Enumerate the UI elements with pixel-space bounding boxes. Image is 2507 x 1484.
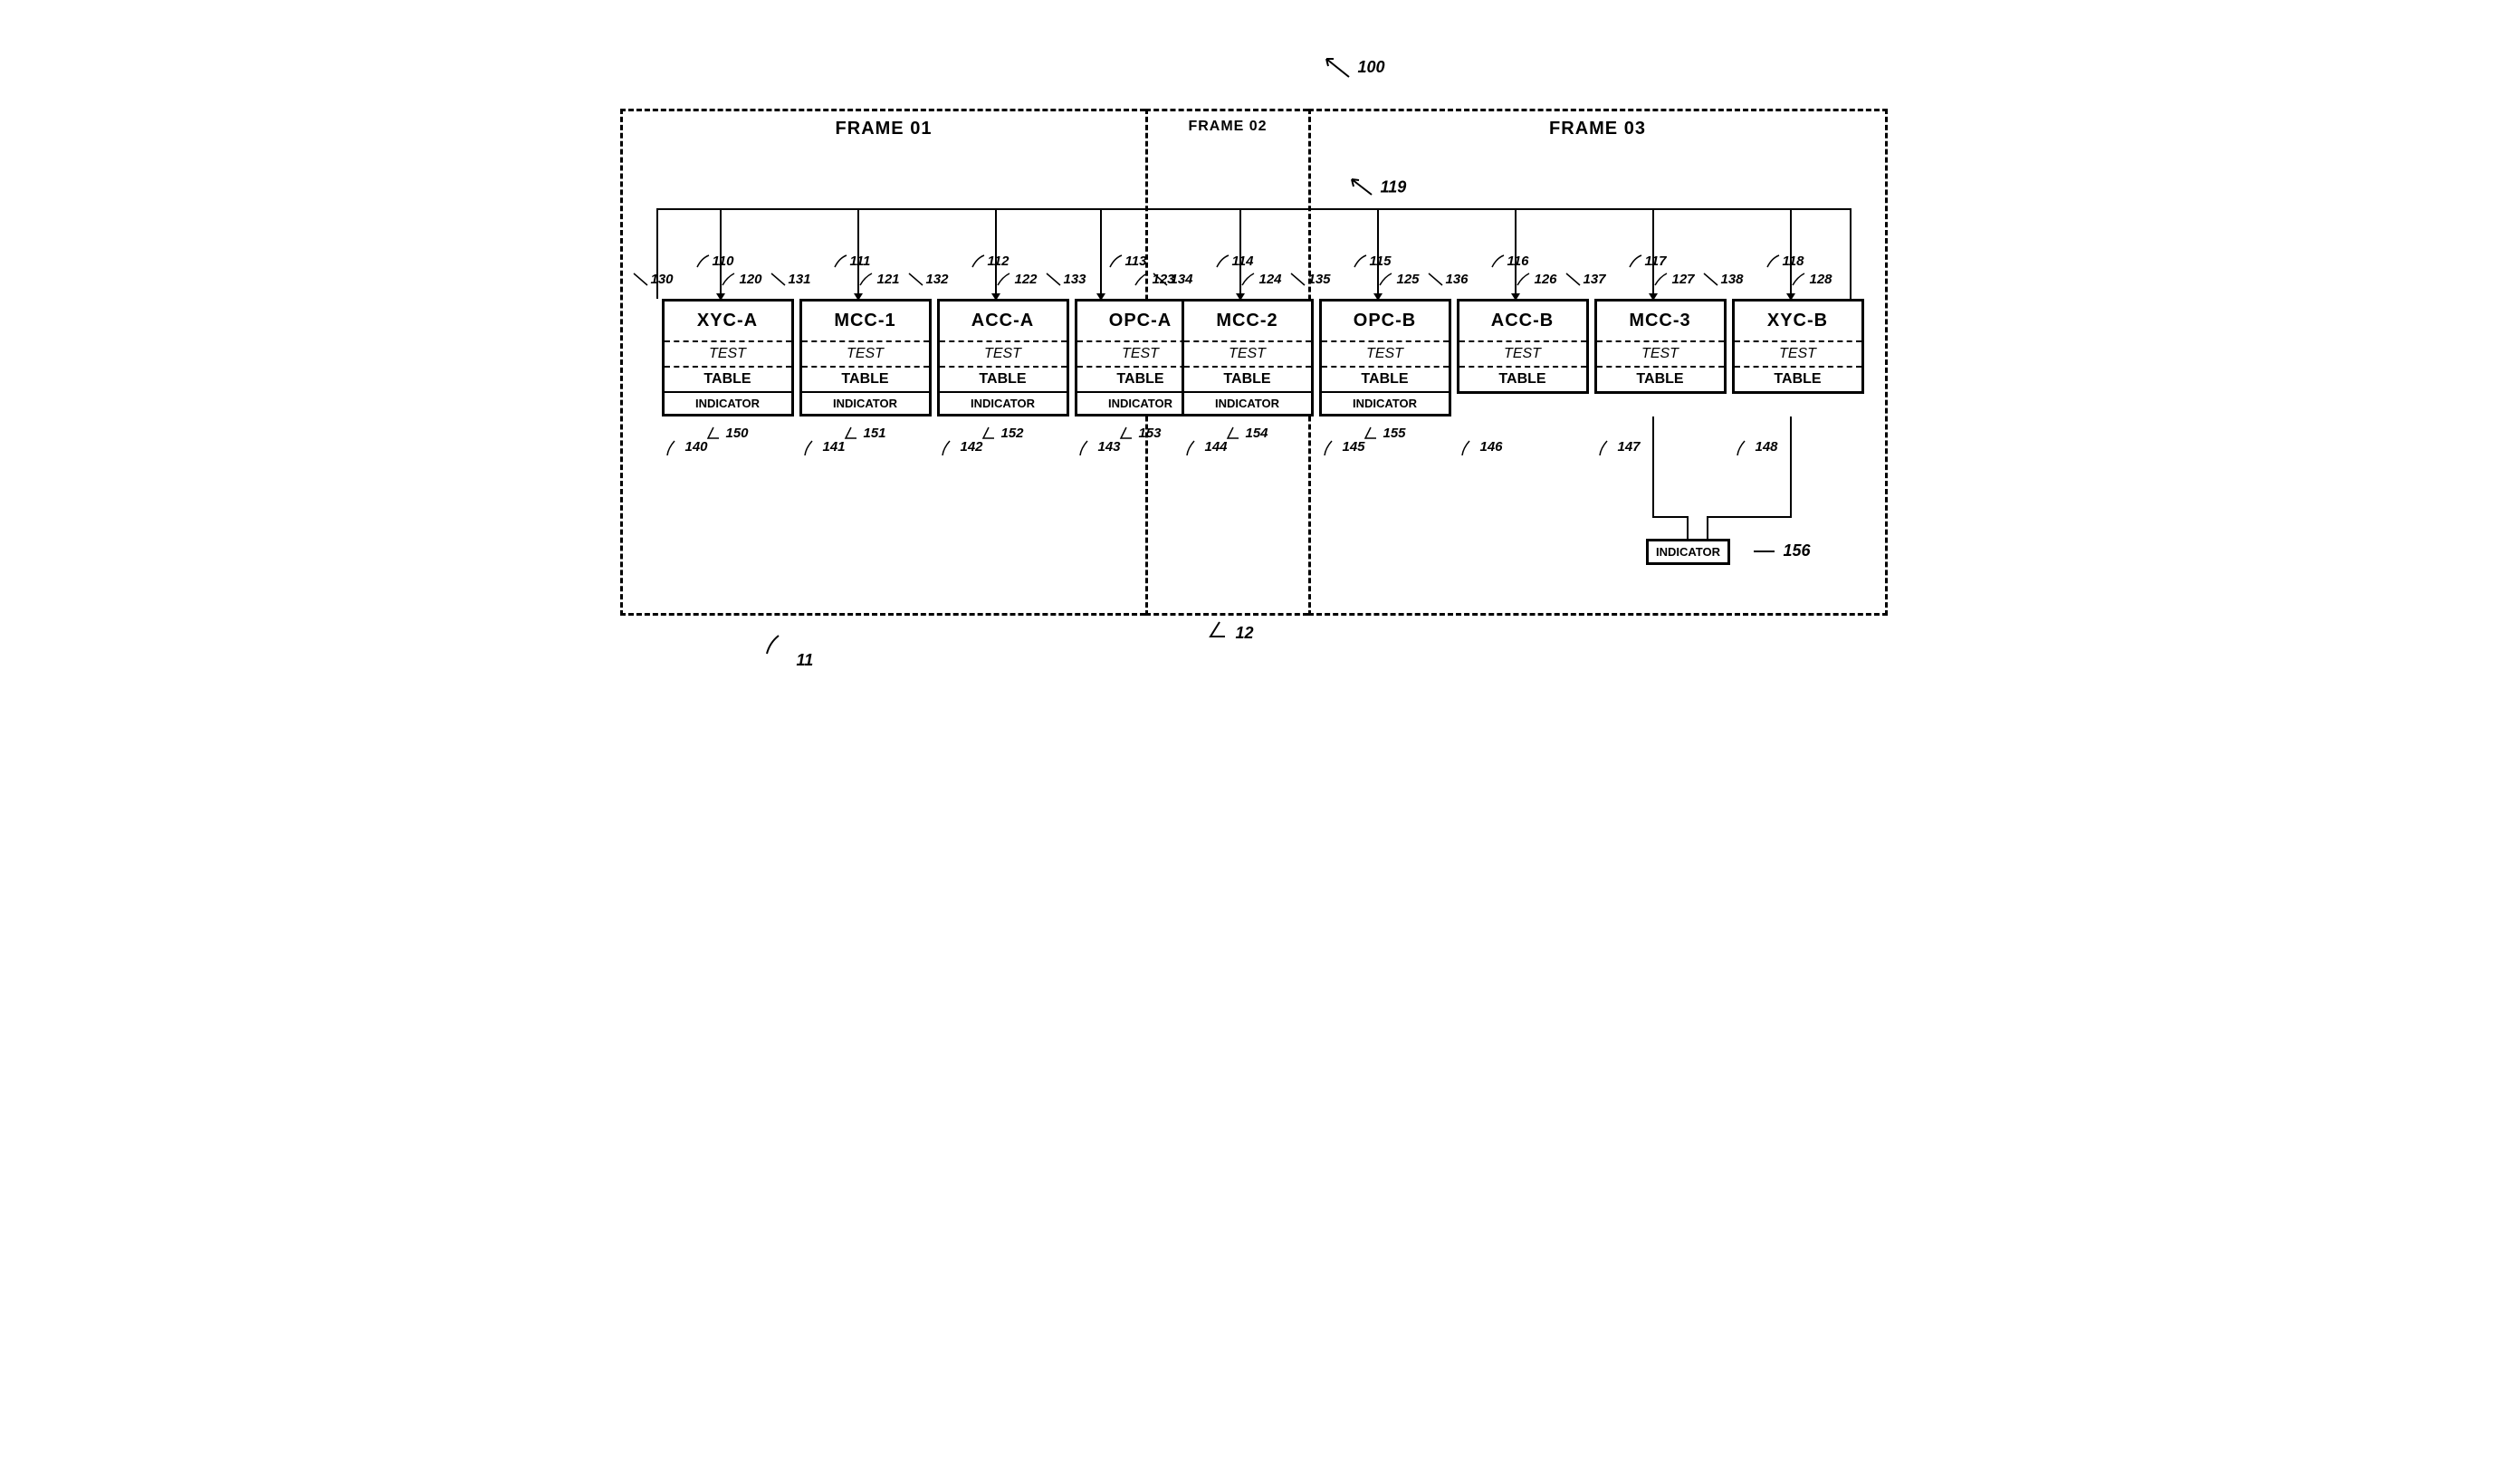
ref-label: 155 bbox=[1364, 426, 1406, 442]
card-mcc-3: MCC-3 TEST TABLE bbox=[1594, 299, 1727, 394]
card-table: TABLE bbox=[802, 368, 929, 393]
ref-label: 116 bbox=[1488, 254, 1529, 270]
shared-ind-ref: 156 bbox=[1752, 541, 1811, 560]
ref-label: 112 bbox=[968, 254, 1009, 270]
card-test: TEST bbox=[1322, 342, 1449, 368]
ref-label: 142 bbox=[941, 439, 983, 455]
card-name: MCC-2 bbox=[1184, 302, 1311, 342]
ref-label: 113 bbox=[1105, 254, 1147, 270]
main-ref-label: 100 bbox=[1317, 54, 1385, 81]
card-acc-a: ACC-A TEST TABLEINDICATOR bbox=[937, 299, 1069, 416]
ref-label: 135 bbox=[1288, 272, 1331, 288]
card-xyc-b: XYC-B TEST TABLE bbox=[1732, 299, 1864, 394]
ref-label: 144 bbox=[1185, 439, 1228, 455]
card-table: TABLE bbox=[940, 368, 1067, 393]
card-name: XYC-B bbox=[1735, 302, 1861, 342]
shared-indicator-box: INDICATOR bbox=[1634, 539, 1743, 565]
conn-xycb-h bbox=[1707, 516, 1792, 518]
drop-line bbox=[1100, 208, 1102, 299]
ref-label: 130 bbox=[631, 272, 674, 288]
card-table: TABLE bbox=[665, 368, 791, 393]
card-opc-b: OPC-B TEST TABLEINDICATOR bbox=[1319, 299, 1451, 416]
card-indicator: INDICATOR bbox=[940, 393, 1067, 414]
ref-label: 152 bbox=[981, 426, 1024, 442]
ref-label: 126 bbox=[1515, 272, 1557, 288]
ref-label: 125 bbox=[1377, 272, 1420, 288]
ref-label: 132 bbox=[906, 272, 949, 288]
ref-label: 117 bbox=[1625, 254, 1667, 270]
card-test: TEST bbox=[1184, 342, 1311, 368]
ref-label: 127 bbox=[1652, 272, 1695, 288]
ref-label: 145 bbox=[1323, 439, 1365, 455]
card-test: TEST bbox=[665, 342, 791, 368]
shared-indicator-label: INDICATOR bbox=[1646, 539, 1730, 565]
diagram-container: 100 119 FRAME 01 FRAME 02 FRAME 03 XYC-A… bbox=[620, 36, 1888, 670]
ref-label: 140 bbox=[665, 439, 708, 455]
card-mcc-1: MCC-1 TEST TABLEINDICATOR bbox=[799, 299, 932, 416]
card-indicator: INDICATOR bbox=[1322, 393, 1449, 414]
ref-label: 147 bbox=[1598, 439, 1641, 455]
card-indicator: INDICATOR bbox=[802, 393, 929, 414]
frame-title: FRAME 02 bbox=[1188, 119, 1267, 135]
frame02-bottom-ref: 12 bbox=[1209, 620, 1254, 643]
ref-label: 141 bbox=[803, 439, 846, 455]
ref-label: 146 bbox=[1460, 439, 1503, 455]
card-test: TEST bbox=[1597, 342, 1724, 368]
ref-label: 134 bbox=[1151, 272, 1193, 288]
ref-label: 122 bbox=[995, 272, 1038, 288]
ref-label: 110 bbox=[693, 254, 734, 270]
conn-ind-in1 bbox=[1687, 516, 1689, 539]
bus-line bbox=[656, 208, 1852, 210]
frame-title: FRAME 03 bbox=[1549, 119, 1646, 139]
ref-label: 131 bbox=[769, 272, 811, 288]
card-test: TEST bbox=[940, 342, 1067, 368]
card-mcc-2: MCC-2 TEST TABLEINDICATOR bbox=[1182, 299, 1314, 416]
ref-label: 121 bbox=[857, 272, 900, 288]
ref-label: 143 bbox=[1078, 439, 1121, 455]
conn-mcc3-h bbox=[1652, 516, 1689, 518]
card-name: OPC-B bbox=[1322, 302, 1449, 342]
ref-label: 151 bbox=[844, 426, 886, 442]
card-table: TABLE bbox=[1735, 368, 1861, 391]
ref-label: 154 bbox=[1226, 426, 1268, 442]
frame-title: FRAME 01 bbox=[836, 119, 933, 139]
card-table: TABLE bbox=[1459, 368, 1586, 391]
card-name: XYC-A bbox=[665, 302, 791, 342]
ref-label: 133 bbox=[1044, 272, 1086, 288]
card-test: TEST bbox=[1459, 342, 1586, 368]
card-test: TEST bbox=[802, 342, 929, 368]
ref-label: 148 bbox=[1736, 439, 1778, 455]
frame01-bottom-ref: 11 bbox=[765, 634, 814, 661]
conn-xycb-down bbox=[1790, 416, 1792, 516]
card-name: ACC-A bbox=[940, 302, 1067, 342]
card-name: ACC-B bbox=[1459, 302, 1586, 342]
card-acc-b: ACC-B TEST TABLE bbox=[1457, 299, 1589, 394]
ref-label: 120 bbox=[720, 272, 762, 288]
card-name: MCC-3 bbox=[1597, 302, 1724, 342]
conn-ind-in2 bbox=[1707, 516, 1708, 539]
card-table: TABLE bbox=[1184, 368, 1311, 393]
ref-label: 153 bbox=[1119, 426, 1162, 442]
ref-label: 114 bbox=[1212, 254, 1254, 270]
card-indicator: INDICATOR bbox=[665, 393, 791, 414]
ref-label: 115 bbox=[1350, 254, 1392, 270]
card-table: TABLE bbox=[1597, 368, 1724, 391]
conn-mcc3-down bbox=[1652, 416, 1654, 516]
ref-label: 136 bbox=[1426, 272, 1469, 288]
ref-label: 124 bbox=[1239, 272, 1282, 288]
card-test: TEST bbox=[1735, 342, 1861, 368]
ref-label: 128 bbox=[1790, 272, 1832, 288]
ref-label: 137 bbox=[1564, 272, 1606, 288]
ref-label: 111 bbox=[830, 254, 871, 270]
card-indicator: INDICATOR bbox=[1184, 393, 1311, 414]
ref-label: 150 bbox=[706, 426, 749, 442]
ref-label: 118 bbox=[1763, 254, 1804, 270]
card-name: MCC-1 bbox=[802, 302, 929, 342]
card-table: TABLE bbox=[1322, 368, 1449, 393]
bus-end-right bbox=[1850, 208, 1852, 299]
ref-label: 138 bbox=[1701, 272, 1744, 288]
card-xyc-a: XYC-A TEST TABLEINDICATOR bbox=[662, 299, 794, 416]
